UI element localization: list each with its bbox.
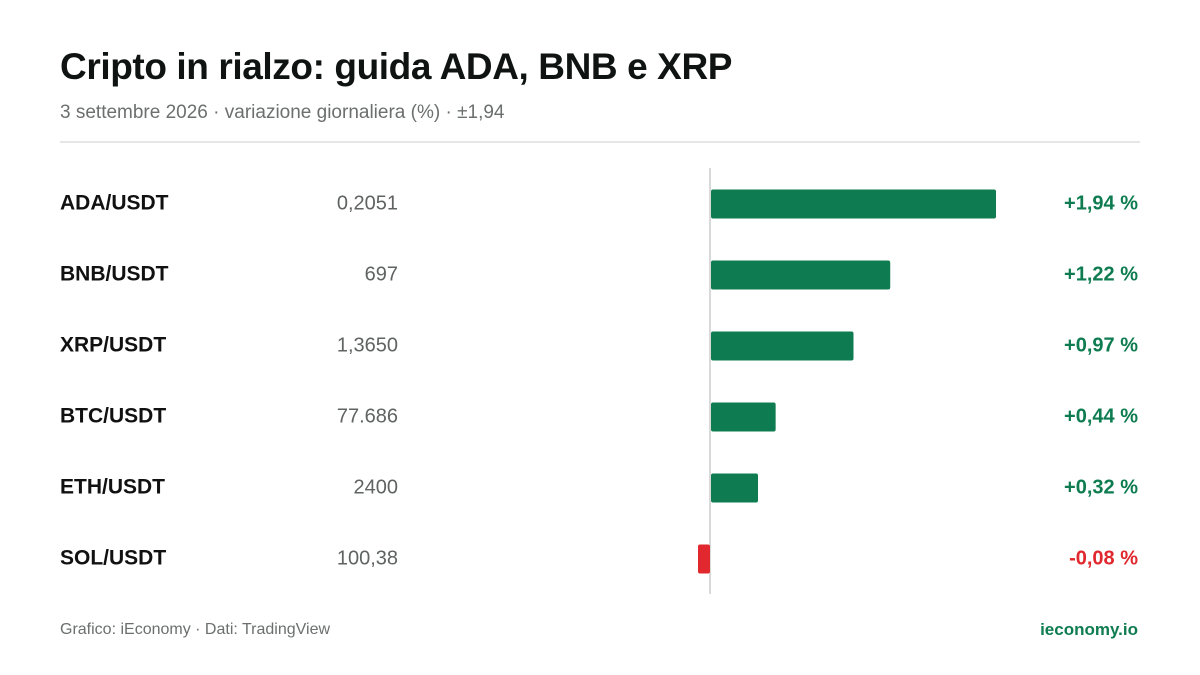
header-divider <box>60 141 1140 143</box>
pair-label: SOL/USDT <box>60 547 166 570</box>
brand-link[interactable]: ieconomy.io <box>1040 620 1138 639</box>
pair-label: ETH/USDT <box>60 476 165 499</box>
bar <box>711 331 854 361</box>
pair-label: BTC/USDT <box>60 405 166 428</box>
source-credit: Grafico: iEconomy · Dati: TradingView <box>60 621 331 638</box>
price-label: 1,3650 <box>337 334 398 356</box>
chart-title: Cripto in rialzo: guida ADA, BNB e XRP <box>60 46 733 87</box>
price-label: 0,2051 <box>337 192 398 214</box>
bar <box>711 260 891 290</box>
price-label: 100,38 <box>337 547 398 569</box>
value-label: +0,97 % <box>1064 334 1138 356</box>
value-label: -0,08 % <box>1069 547 1138 569</box>
pair-label: ADA/USDT <box>60 192 169 215</box>
price-label: 77.686 <box>337 405 398 427</box>
bar <box>711 189 996 219</box>
value-label: +0,32 % <box>1064 476 1138 498</box>
price-label: 697 <box>365 263 398 285</box>
bar <box>711 473 759 503</box>
value-label: +1,22 % <box>1064 263 1138 285</box>
value-label: +0,44 % <box>1064 405 1138 427</box>
pair-label: XRP/USDT <box>60 334 166 357</box>
bar <box>698 544 710 574</box>
value-label: +1,94 % <box>1064 192 1138 214</box>
bar <box>711 402 776 432</box>
chart-subtitle: 3 settembre 2026 · variazione giornalier… <box>60 102 505 123</box>
pair-label: BNB/USDT <box>60 263 169 286</box>
price-label: 2400 <box>354 476 399 498</box>
